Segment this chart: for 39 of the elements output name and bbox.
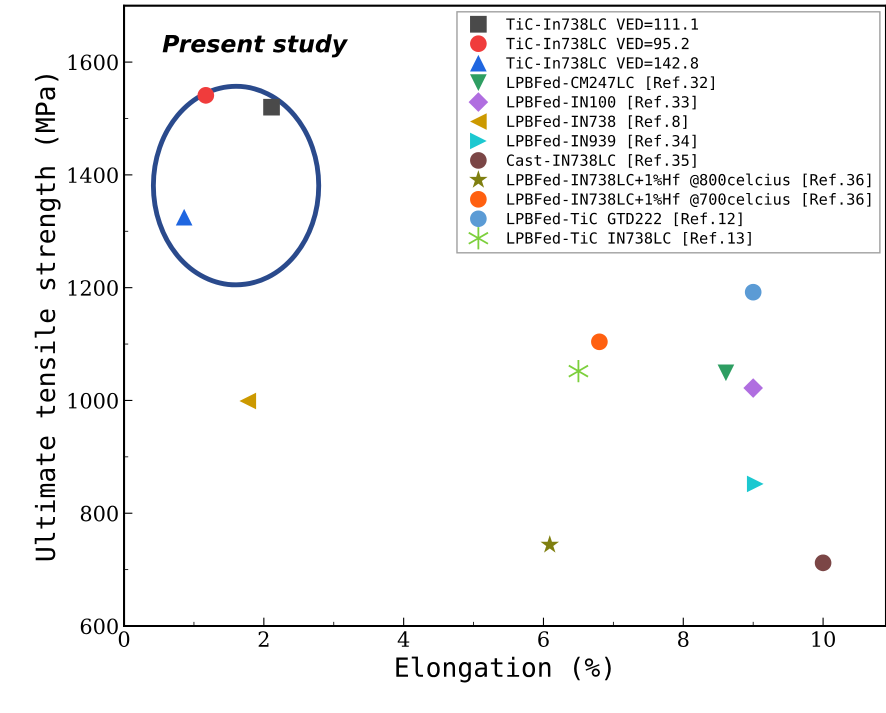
x-tick-label: 4 (398, 631, 410, 647)
y-tick-label: 1000 (68, 392, 118, 409)
point (746, 476, 764, 492)
legend-label: TiC-In738LC VED=142.8 (506, 56, 698, 69)
point (263, 98, 280, 116)
point (540, 535, 560, 553)
y-tick-label: 1600 (68, 54, 118, 70)
legend-label: LPBFed-IN738LC+1%Hf @700celcius [Ref.36] (507, 192, 870, 208)
point (743, 378, 764, 398)
y-tick-label: 600 (80, 618, 118, 634)
x-tick-label: 10 (812, 631, 835, 647)
point (744, 284, 762, 301)
point (591, 333, 608, 350)
annotation: Present study (162, 34, 348, 58)
x-tick-label: 2 (258, 631, 268, 647)
x-tick-label: 6 (538, 631, 549, 647)
legend-label: Cast-IN738LC [Ref.35] (506, 154, 696, 168)
legend-label: LPBFed-IN738 [Ref.8] (507, 115, 686, 129)
y-tick-label: 800 (80, 506, 118, 522)
legend-label: LPBFed-TiC GTD222 [Ref.12] (507, 212, 742, 226)
legend-label: LPBFed-IN738LC+1%Hf @800celcius [Ref.36] (507, 174, 870, 188)
legend-label: LPBFed-TiC IN738LC [Ref.13] (507, 232, 751, 246)
x-tick-label: 8 (678, 631, 688, 647)
legend-label: TiC-In738LC VED=111.1 (506, 18, 698, 30)
x-tick-label: 0 (118, 631, 130, 647)
legend-label: LPBFed-IN939 [Ref.34] (507, 134, 696, 148)
y-axis-title: Ultimate tensile strength (MPa) (34, 75, 61, 560)
x-axis-title: Elongation (%) (396, 656, 611, 682)
point (718, 364, 734, 382)
legend-label: LPBFed-CM247LC [Ref.32] (507, 76, 714, 90)
point (568, 359, 589, 384)
y-tick-label: 1200 (68, 280, 118, 296)
point (176, 208, 192, 226)
point (239, 392, 256, 410)
y-tick-label: 1400 (68, 167, 118, 184)
legend-label: LPBFed-IN100 [Ref.33] (507, 96, 696, 110)
legend-label: TiC-In738LC VED=95.2 (506, 37, 689, 50)
point (197, 87, 214, 104)
point (814, 554, 832, 572)
